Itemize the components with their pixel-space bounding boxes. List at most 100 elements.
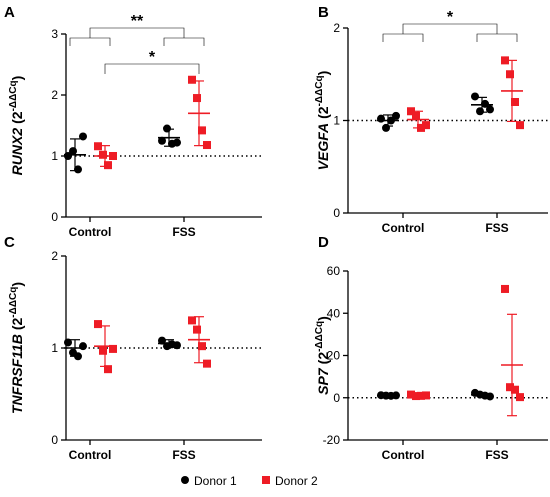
x-tick-label: FSS	[485, 221, 508, 235]
data-point-donor2	[407, 390, 415, 399]
data-point-donor1	[471, 92, 479, 101]
panel-c: C 0 1 2 Control FSS TNFRSF11B (2-ΔΔCq)	[4, 234, 262, 462]
data-point-donor2	[188, 75, 196, 84]
data-point-donor2	[203, 141, 211, 150]
data-point-donor2	[511, 385, 519, 394]
y-axis-label-units: (2	[9, 317, 25, 330]
y-axis-label-close: )	[9, 282, 25, 287]
y-axis-label-gene: RUNX2	[9, 128, 25, 176]
panel-d: D -20 0 20 40 60 Control FSS SP7 (2-ΔΔCq)	[314, 234, 548, 462]
significance-label: *	[149, 49, 156, 66]
data-point-donor2	[516, 393, 524, 402]
legend-marker-donor1	[181, 476, 189, 484]
panel-letter: D	[318, 234, 329, 251]
data-point-donor1	[74, 165, 82, 174]
data-point-donor2	[99, 346, 107, 355]
significance-bracket	[104, 63, 200, 74]
x-tick-label: Control	[382, 448, 425, 462]
y-axis-label: SP7 (2-ΔΔCq)	[314, 316, 331, 395]
x-tick-label: Control	[69, 225, 112, 239]
data-point-donor1	[64, 338, 72, 347]
panel-letter: C	[4, 234, 15, 251]
y-tick-label: 1	[51, 341, 58, 355]
data-point-donor2	[94, 142, 102, 151]
data-point-donor1	[69, 147, 77, 156]
legend-label: Donor 2	[275, 474, 318, 488]
data-point-donor1	[64, 152, 72, 160]
data-point-donor2	[193, 325, 201, 334]
y-axis-label-exponent: -ΔΔCq	[8, 287, 19, 318]
data-point-donor1	[476, 107, 484, 116]
y-tick-label: 40	[327, 306, 341, 320]
data-point-donor1	[158, 136, 166, 145]
data-point-donor2	[516, 121, 524, 130]
data-point-donor1	[392, 391, 400, 400]
data-point-donor1	[163, 124, 171, 133]
data-point-donor1	[392, 111, 400, 120]
data-point-donor2	[198, 342, 206, 351]
data-point-donor2	[198, 126, 206, 135]
y-axis-label-close: )	[9, 76, 25, 81]
data-point-donor2	[422, 391, 430, 400]
y-axis-label-gene: SP7	[315, 367, 331, 395]
y-axis-label-units: (2	[315, 106, 331, 119]
data-point-donor1	[79, 342, 87, 351]
y-axis-label-exponent: -ΔΔCq	[314, 321, 325, 352]
y-tick-label: 2	[333, 21, 340, 35]
data-point-donor1	[481, 99, 489, 108]
panel-letter: B	[318, 4, 329, 21]
data-point-donor2	[501, 284, 509, 293]
y-tick-label: 0	[51, 210, 58, 224]
data-point-donor2	[193, 94, 201, 103]
data-point-donor2	[412, 111, 420, 120]
significance-bracket	[69, 27, 205, 46]
data-point-donor2	[506, 383, 514, 392]
legend-label: Donor 1	[194, 474, 237, 488]
panel-b: B 0 1 2 Control FSS VEGFA (2-ΔΔCq) *	[314, 4, 548, 235]
data-point-donor1	[173, 341, 181, 350]
legend-marker-donor2	[262, 476, 270, 484]
data-point-donor1	[486, 105, 494, 114]
y-axis-label: RUNX2 (2-ΔΔCq)	[8, 76, 25, 176]
y-axis-label: TNFRSF11B (2-ΔΔCq)	[8, 282, 25, 414]
significance-label: *	[447, 9, 454, 26]
y-tick-label: 0	[333, 206, 340, 220]
panel-letter: A	[4, 4, 15, 21]
y-axis-label-exponent: -ΔΔCq	[314, 75, 325, 106]
x-tick-label: FSS	[485, 448, 508, 462]
x-tick-label: FSS	[172, 225, 195, 239]
y-tick-label: 0	[51, 433, 58, 447]
data-point-donor2	[94, 320, 102, 329]
y-tick-label: 2	[51, 249, 58, 263]
y-axis-label-close: )	[315, 71, 331, 76]
data-point-donor1	[79, 132, 87, 141]
y-tick-label: -20	[323, 433, 341, 447]
y-axis-label-gene: VEGFA	[315, 123, 331, 170]
data-point-donor2	[99, 150, 107, 159]
data-point-donor2	[417, 391, 425, 400]
y-tick-label: 1	[333, 114, 340, 128]
y-axis-label-exponent: -ΔΔCq	[8, 80, 19, 111]
y-axis-label-units: (2	[9, 111, 25, 124]
data-point-donor2	[407, 107, 415, 116]
y-tick-label: 60	[327, 264, 341, 278]
y-tick-label: 3	[51, 27, 58, 41]
data-point-donor2	[511, 98, 519, 106]
data-point-donor2	[188, 316, 196, 325]
x-tick-label: FSS	[172, 448, 195, 462]
data-point-donor1	[377, 114, 385, 123]
y-axis-label-gene: TNFRSF11B	[9, 334, 25, 414]
y-tick-label: 2	[51, 88, 58, 102]
data-point-donor2	[203, 359, 211, 368]
data-point-donor2	[501, 56, 509, 65]
x-tick-label: Control	[382, 221, 425, 235]
data-point-donor2	[417, 123, 425, 132]
data-point-donor1	[158, 336, 166, 345]
y-axis-label: VEGFA (2-ΔΔCq)	[314, 71, 331, 171]
significance-label: **	[131, 13, 144, 30]
data-point-donor1	[382, 123, 390, 132]
data-point-donor2	[109, 152, 117, 160]
data-point-donor2	[422, 121, 430, 130]
data-point-donor2	[412, 392, 420, 401]
